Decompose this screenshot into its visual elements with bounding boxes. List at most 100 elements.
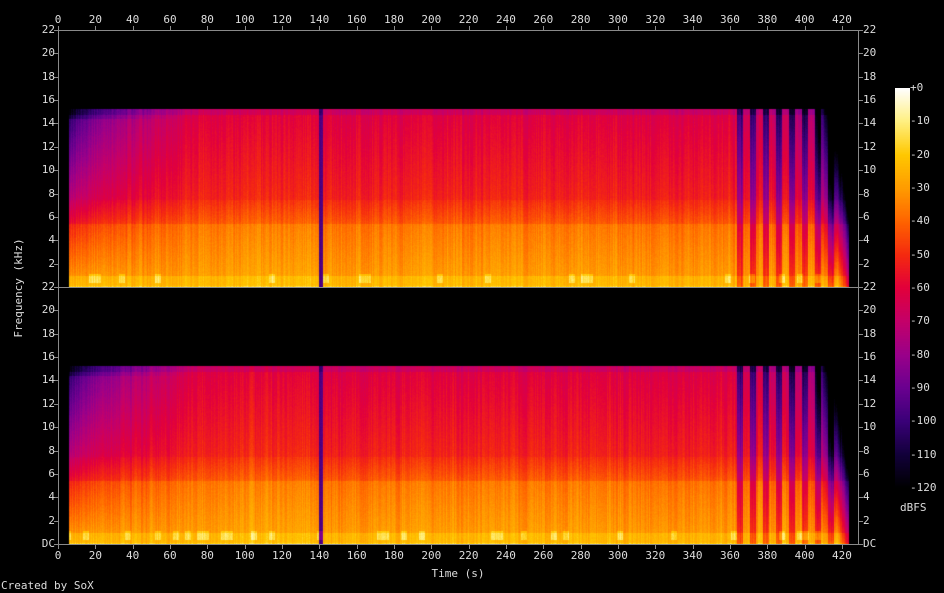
x-tick-label-bottom: 80 <box>200 549 214 562</box>
spectrogram-channel-1 <box>59 31 857 287</box>
x-tick-label-bottom: 140 <box>309 549 330 562</box>
x-tick-label-bottom: 340 <box>682 549 703 562</box>
x-tick-bottom <box>431 545 433 549</box>
y-tick-label-left: 16 <box>41 93 55 107</box>
x-tick-label-bottom: 120 <box>272 549 292 562</box>
colorbar-tick-label: -90 <box>910 381 930 394</box>
x-tick-bottom <box>729 545 731 549</box>
y-tick-label-left: DC <box>41 537 55 550</box>
y-tick-left <box>54 357 58 359</box>
y-tick-left <box>54 146 58 148</box>
x-tick-top <box>95 26 97 30</box>
y-tick-label-left: 6 <box>48 209 55 223</box>
y-tick-left <box>54 53 58 55</box>
x-tick-bottom <box>244 545 246 549</box>
x-tick-label-top: 320 <box>645 13 666 26</box>
sox-credit: Created by SoX <box>1 579 94 592</box>
colorbar-tick-label: -120 <box>910 481 937 494</box>
x-tick-bottom <box>655 545 657 549</box>
y-tick-left <box>54 403 58 405</box>
y-tick-label-left: 18 <box>41 69 55 83</box>
x-tick-bottom <box>617 545 619 549</box>
y-tick-label-left: 16 <box>41 350 55 364</box>
x-tick-top <box>356 26 358 30</box>
y-tick-label-left: 2 <box>48 513 55 527</box>
x-tick-top <box>468 26 470 30</box>
x-tick-bottom <box>356 545 358 549</box>
plot-frame-channel-2 <box>58 287 859 545</box>
x-tick-top <box>505 26 507 30</box>
x-tick-bottom <box>692 545 694 549</box>
y-tick-label-left: 12 <box>41 139 55 153</box>
y-tick-left <box>54 287 58 288</box>
x-tick-top <box>169 26 171 30</box>
y-tick-right <box>859 427 863 429</box>
y-tick-label-right: DC <box>863 537 877 550</box>
x-tick-label-top: 0 <box>54 13 62 26</box>
x-tick-top <box>543 26 545 30</box>
colorbar-tick-label: -40 <box>910 214 930 228</box>
colorbar <box>895 88 910 488</box>
x-tick-top <box>207 26 209 30</box>
x-tick-bottom <box>468 545 470 549</box>
x-tick-label-top: 340 <box>682 13 703 26</box>
x-tick-top <box>281 26 283 30</box>
x-tick-top <box>244 26 246 30</box>
y-tick-left <box>54 216 58 218</box>
plot-frame-channel-1 <box>58 30 859 288</box>
y-tick-right <box>859 146 863 148</box>
y-tick-right <box>859 53 863 55</box>
y-tick-left <box>54 123 58 125</box>
x-tick-bottom <box>207 545 209 549</box>
y-tick-label-right: 20 <box>863 303 877 317</box>
y-tick-label-left: 4 <box>48 490 55 504</box>
y-tick-label-left: 20 <box>41 46 55 60</box>
x-axis-label: Time (s) <box>431 567 485 580</box>
x-tick-bottom <box>841 545 843 549</box>
x-tick-bottom <box>804 545 806 549</box>
x-tick-label-top: 140 <box>309 13 330 26</box>
x-tick-label-bottom: 60 <box>163 549 177 562</box>
x-tick-label-bottom: 380 <box>757 549 778 562</box>
y-tick-right <box>859 76 863 78</box>
y-tick-label-right: 2 <box>863 256 870 270</box>
y-tick-label-left: 10 <box>41 420 55 434</box>
y-axis-label: Frequency (kHz) <box>12 238 25 338</box>
y-tick-left <box>54 333 58 335</box>
y-tick-right <box>859 287 863 288</box>
x-tick-top <box>58 26 59 30</box>
y-tick-label-right: 20 <box>863 46 877 60</box>
x-tick-label-bottom: 100 <box>234 549 255 562</box>
x-tick-label-top: 160 <box>346 13 367 26</box>
y-tick-label-left: 4 <box>48 233 55 247</box>
x-tick-bottom <box>767 545 769 549</box>
colorbar-tick-label: -60 <box>910 281 930 294</box>
y-tick-label-left: 22 <box>41 280 55 293</box>
y-tick-right <box>859 263 863 265</box>
y-tick-label-left: 20 <box>41 303 55 317</box>
colorbar-tick-label: -100 <box>910 414 937 428</box>
y-tick-right <box>859 240 863 242</box>
y-tick-label-right: 22 <box>863 280 877 293</box>
y-tick-right <box>859 473 863 475</box>
x-tick-bottom <box>393 545 395 549</box>
x-tick-label-bottom: 360 <box>720 549 740 562</box>
x-tick-top <box>841 26 843 30</box>
y-tick-label-right: 12 <box>863 139 877 153</box>
y-tick-label-left: 12 <box>41 396 55 410</box>
y-tick-label-left: 6 <box>48 466 55 480</box>
y-tick-label-right: 12 <box>863 396 877 410</box>
x-tick-label-top: 40 <box>126 13 140 26</box>
y-tick-left <box>54 520 58 522</box>
y-tick-label-left: 10 <box>41 163 55 177</box>
y-tick-right <box>859 123 863 125</box>
y-tick-left <box>54 497 58 499</box>
y-tick-left <box>54 30 58 31</box>
y-tick-left <box>54 76 58 78</box>
y-tick-label-right: 4 <box>863 233 870 247</box>
x-tick-label-top: 60 <box>163 13 177 26</box>
y-tick-label-right: 8 <box>863 443 870 457</box>
x-tick-label-bottom: 200 <box>421 549 442 562</box>
y-tick-left <box>54 473 58 475</box>
x-tick-top <box>729 26 731 30</box>
